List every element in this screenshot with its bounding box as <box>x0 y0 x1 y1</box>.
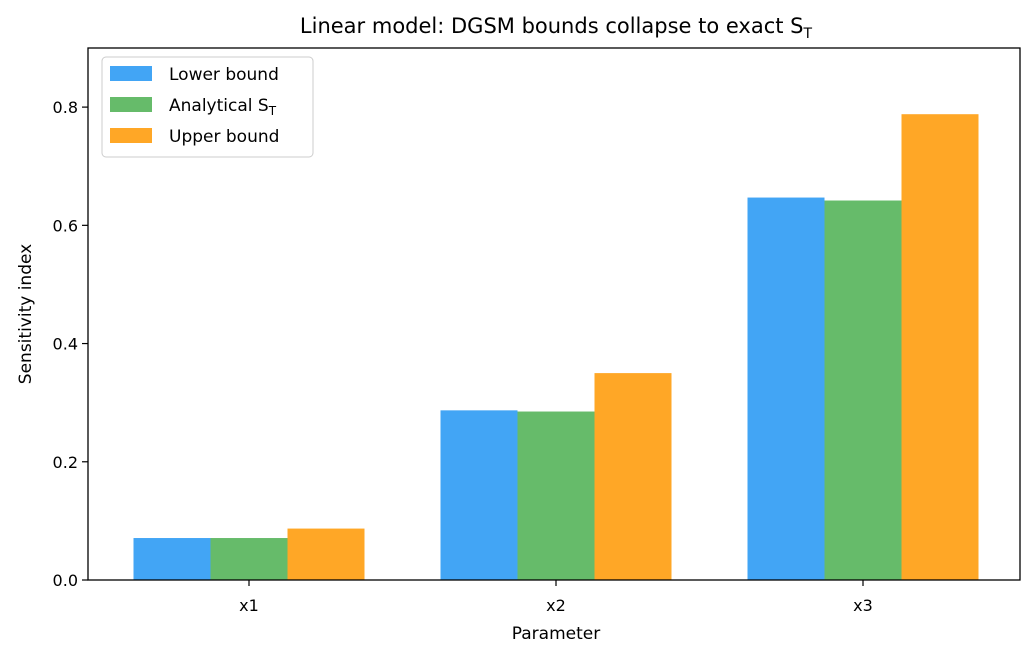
bars-group <box>133 114 979 581</box>
x-tick-label: x2 <box>546 596 566 615</box>
bar-x2-analytical-s <box>517 411 595 580</box>
y-tick-label: 0.8 <box>53 98 78 117</box>
bar-x2-upper-bound <box>594 373 672 580</box>
bar-x1-analytical-s <box>210 538 288 580</box>
bar-x3-lower-bound <box>747 197 825 581</box>
legend-label: Lower bound <box>169 65 279 85</box>
legend-label: Upper bound <box>169 127 279 147</box>
legend-swatch-lower-bound <box>110 66 152 81</box>
legend-frame <box>101 56 314 158</box>
x-axis: x1 x2 x3 <box>239 580 873 615</box>
y-tick-label: 0.0 <box>53 571 78 590</box>
legend-swatch-analytical-s <box>110 97 152 112</box>
x-tick-label: x3 <box>853 596 873 615</box>
legend-swatch-upper-bound <box>110 128 152 143</box>
bar-x3-upper-bound <box>901 114 979 580</box>
bar-x1-upper-bound <box>287 528 365 580</box>
chart-title: Linear model: DGSM bounds collapse to ex… <box>300 14 813 42</box>
bar-x1-lower-bound <box>133 538 211 580</box>
x-tick-label: x1 <box>239 596 259 615</box>
bar-x3-analytical-s <box>824 200 902 580</box>
x-axis-label: Parameter <box>512 624 600 644</box>
y-axis: 0.0 0.2 0.4 0.6 0.8 <box>53 98 88 590</box>
legend: Lower bound Analytical ST Upper bound <box>101 56 314 158</box>
legend-label: Analytical ST <box>169 96 277 118</box>
y-tick-label: 0.4 <box>53 335 78 354</box>
y-axis-label: Sensitivity index <box>16 244 36 384</box>
bar-x2-lower-bound <box>440 410 518 580</box>
plot-area-frame <box>87 47 1021 581</box>
y-tick-label: 0.2 <box>53 453 78 472</box>
y-tick-label: 0.6 <box>53 216 78 235</box>
